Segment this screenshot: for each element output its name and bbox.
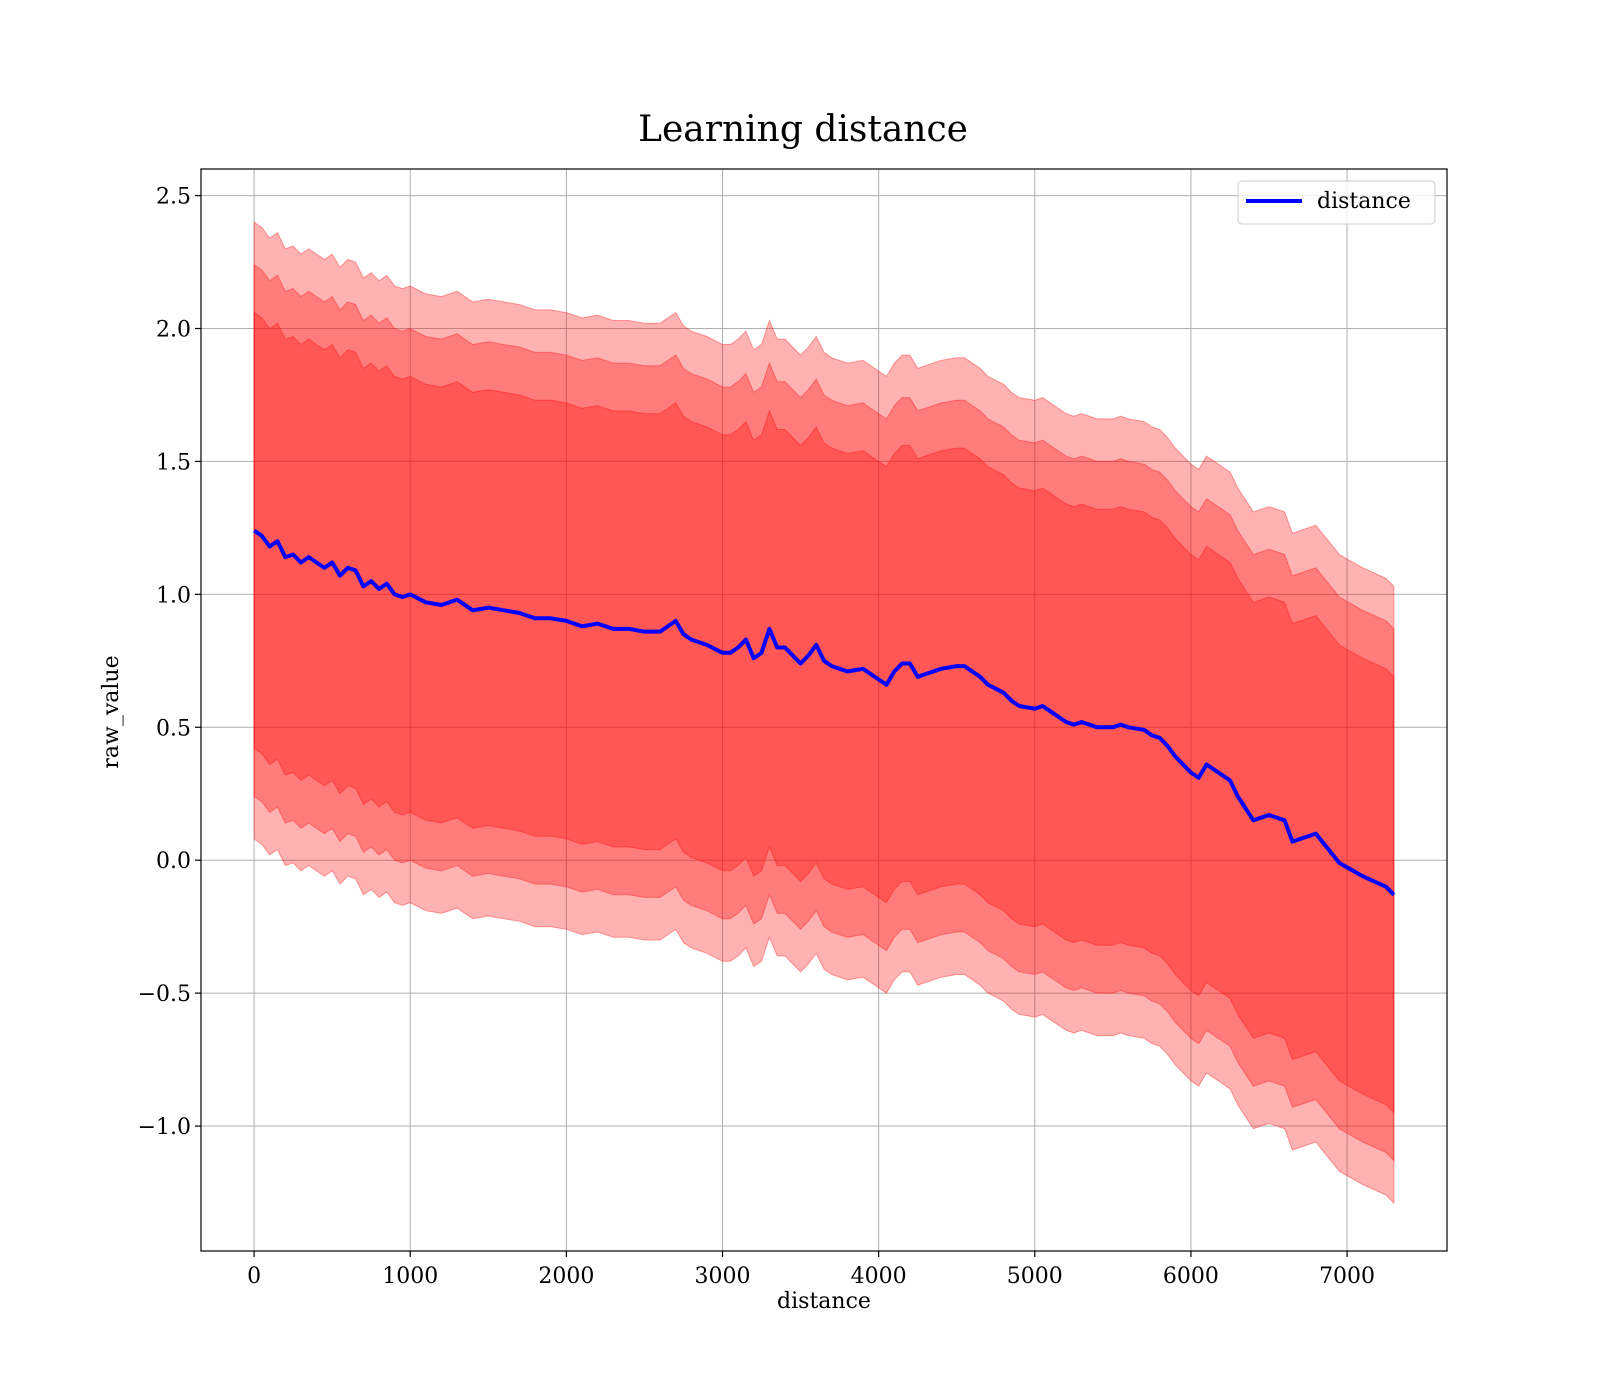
y-tick-label: 1.5 <box>156 450 191 475</box>
y-tick-label: 0.5 <box>156 716 191 741</box>
y-axis-ticks: 2.5 2.0 1.5 1.0 0.5 0.0 −0.5 −1.0 <box>138 185 201 1140</box>
confidence-bands <box>253 221 1395 1205</box>
y-tick-label: 2.0 <box>156 318 191 343</box>
x-tick-label: 1000 <box>382 1264 438 1289</box>
x-tick-label: 7000 <box>1319 1264 1375 1289</box>
series-lines <box>252 528 1396 897</box>
x-tick-label: 6000 <box>1163 1264 1219 1289</box>
chart-title: Learning distance <box>638 109 968 150</box>
x-tick-label: 3000 <box>695 1264 751 1289</box>
confidence-band <box>253 311 1395 1115</box>
x-tick-label: 2000 <box>538 1264 594 1289</box>
x-tick-label: 4000 <box>851 1264 907 1289</box>
y-axis-title: raw_value <box>99 655 124 768</box>
x-axis-title: distance <box>777 1289 871 1314</box>
y-tick-label: 2.5 <box>156 185 191 210</box>
series-line-distance <box>252 528 1396 897</box>
y-tick-label: −1.0 <box>138 1115 191 1140</box>
confidence-band <box>253 221 1395 1205</box>
x-tick-label: 5000 <box>1007 1264 1063 1289</box>
legend-label: distance <box>1317 189 1411 214</box>
y-tick-label: 1.0 <box>156 583 191 608</box>
legend: distance <box>1237 180 1436 225</box>
x-axis-ticks: 0 1000 2000 3000 4000 5000 6000 7000 <box>247 1251 1375 1289</box>
plot-frame <box>200 168 1448 1252</box>
y-tick-label: 0.0 <box>156 849 191 874</box>
confidence-band <box>253 263 1395 1162</box>
legend-box <box>1237 180 1436 225</box>
x-tick-label: 0 <box>247 1264 261 1289</box>
y-tick-label: −0.5 <box>138 982 191 1007</box>
